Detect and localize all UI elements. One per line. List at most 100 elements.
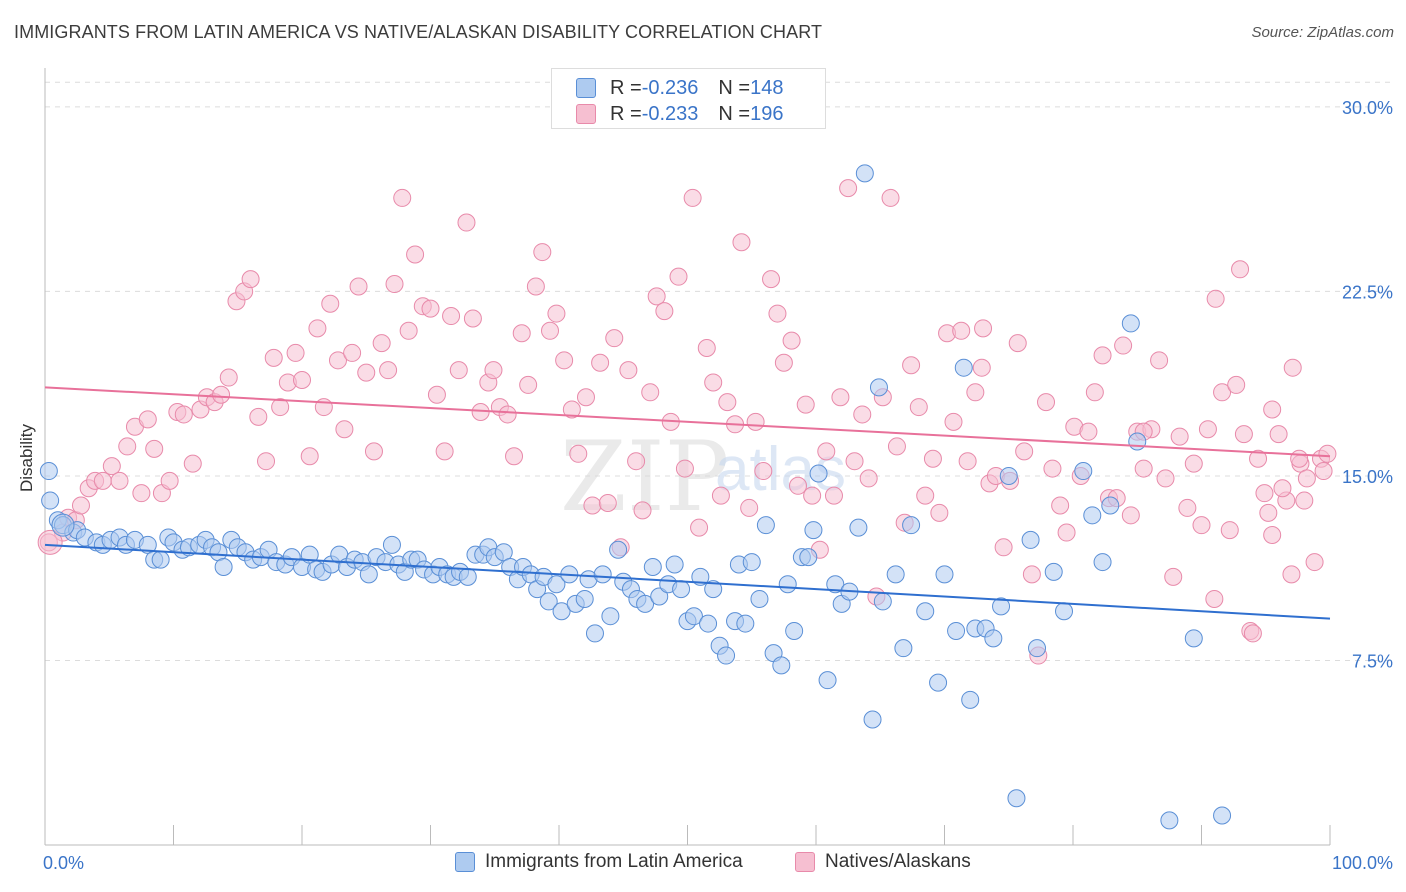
- point-immigrants: [1055, 602, 1074, 621]
- legend-r-value: -0.233: [641, 102, 699, 125]
- point-natives: [605, 329, 624, 348]
- legend-item-natives[interactable]: Natives/Alaskans: [795, 851, 971, 873]
- point-immigrants: [886, 565, 905, 584]
- point-natives: [1134, 459, 1153, 478]
- point-natives: [1227, 375, 1246, 394]
- legend-r-label: R =: [610, 102, 642, 125]
- point-immigrants: [756, 516, 775, 535]
- point-natives: [372, 334, 391, 353]
- point-natives: [675, 459, 694, 478]
- legend-n-label: N =: [718, 102, 751, 125]
- point-natives: [118, 437, 137, 456]
- point-immigrants: [894, 639, 913, 658]
- point-natives: [1170, 427, 1189, 446]
- point-natives: [463, 309, 482, 328]
- legend-n-value: 196: [750, 102, 784, 125]
- point-immigrants: [1093, 553, 1112, 572]
- point-natives: [1273, 479, 1292, 498]
- point-natives: [952, 321, 971, 340]
- legend-item-immigrants[interactable]: Immigrants from Latin America: [455, 851, 743, 873]
- point-natives: [271, 398, 290, 417]
- point-immigrants: [772, 656, 791, 675]
- point-natives: [138, 410, 157, 429]
- y-tick-label: 30.0%: [1342, 98, 1393, 118]
- point-immigrants: [382, 535, 401, 554]
- point-natives: [1259, 503, 1278, 522]
- point-natives: [958, 452, 977, 471]
- point-natives: [1220, 521, 1239, 540]
- point-immigrants: [601, 607, 620, 626]
- point-immigrants: [736, 614, 755, 633]
- point-natives: [505, 447, 524, 466]
- point-immigrants: [214, 557, 233, 576]
- point-natives: [647, 287, 666, 306]
- legend-row-natives: R = -0.233 N = 196: [576, 101, 783, 127]
- point-natives: [1164, 567, 1183, 586]
- point-immigrants: [984, 629, 1003, 648]
- point-natives: [132, 484, 151, 503]
- trend-lines: [44, 386, 1331, 620]
- trend-line-immigrants: [44, 543, 1331, 620]
- point-immigrants: [1160, 811, 1179, 830]
- point-natives: [562, 400, 581, 419]
- point-natives: [399, 321, 418, 340]
- point-natives: [1037, 393, 1056, 412]
- point-immigrants: [691, 567, 710, 586]
- point-natives: [335, 420, 354, 439]
- point-natives: [1093, 346, 1112, 365]
- point-natives: [1234, 425, 1253, 444]
- point-natives: [1314, 462, 1333, 481]
- point-immigrants: [39, 462, 58, 481]
- point-natives: [633, 501, 652, 520]
- point-immigrants: [1083, 506, 1102, 525]
- legend-r-label: R =: [610, 76, 642, 99]
- point-natives: [393, 188, 412, 207]
- point-natives: [583, 496, 602, 515]
- point-natives: [974, 319, 993, 338]
- point-immigrants: [672, 580, 691, 599]
- point-immigrants: [799, 548, 818, 567]
- point-immigrants: [778, 575, 797, 594]
- point-natives: [796, 395, 815, 414]
- point-natives: [349, 277, 368, 296]
- point-immigrants: [1128, 432, 1147, 451]
- legend-swatch-blue: [455, 852, 475, 872]
- point-immigrants: [636, 594, 655, 613]
- point-natives: [1255, 484, 1274, 503]
- point-natives: [385, 275, 404, 294]
- point-natives: [1198, 420, 1217, 439]
- point-natives: [1206, 289, 1225, 308]
- source-label: Source: ZipAtlas.com: [1251, 24, 1394, 41]
- point-natives: [859, 469, 878, 488]
- point-natives: [293, 371, 311, 389]
- chart-title: IMMIGRANTS FROM LATIN AMERICA VS NATIVE/…: [14, 22, 823, 42]
- point-natives: [484, 361, 503, 380]
- point-natives: [1121, 506, 1140, 525]
- point-natives: [71, 496, 90, 515]
- point-natives: [300, 447, 319, 466]
- point-natives: [257, 452, 276, 471]
- point-immigrants: [750, 589, 769, 608]
- point-natives: [555, 351, 574, 370]
- point-natives: [576, 388, 595, 407]
- point-natives: [219, 368, 238, 387]
- stats-legend: R = -0.236 N = 148 R = -0.233 N = 196: [551, 68, 826, 129]
- point-natives: [690, 518, 709, 537]
- point-immigrants: [1021, 530, 1040, 549]
- point-natives: [944, 412, 963, 431]
- point-immigrants: [1101, 496, 1120, 515]
- point-immigrants: [809, 464, 828, 483]
- point-immigrants: [51, 513, 75, 537]
- point-immigrants: [1213, 806, 1232, 825]
- point-immigrants: [575, 589, 594, 608]
- point-natives: [966, 383, 985, 402]
- point-natives: [183, 454, 202, 473]
- point-natives: [1263, 400, 1282, 419]
- point-natives: [1008, 334, 1027, 353]
- point-natives: [160, 471, 179, 490]
- series-natives-points: [37, 179, 1337, 665]
- point-natives: [740, 498, 759, 517]
- point-natives: [1318, 444, 1337, 463]
- point-natives: [909, 398, 928, 417]
- grid-lines: [45, 81, 1392, 661]
